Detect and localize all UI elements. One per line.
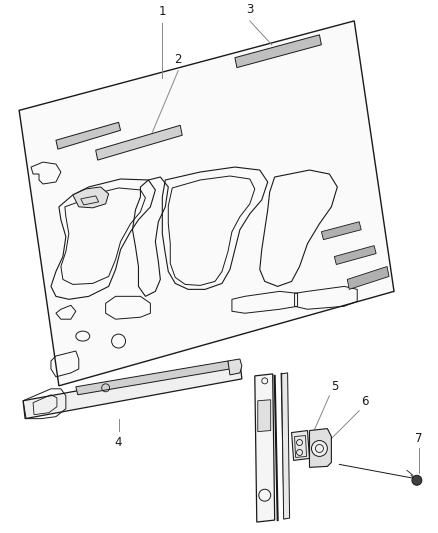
Polygon shape: [334, 246, 376, 264]
Polygon shape: [76, 361, 230, 395]
Circle shape: [412, 475, 422, 485]
Polygon shape: [23, 361, 242, 418]
Polygon shape: [255, 374, 275, 522]
Polygon shape: [95, 125, 182, 160]
Text: 3: 3: [246, 3, 254, 16]
Polygon shape: [258, 400, 271, 432]
Polygon shape: [282, 373, 290, 519]
Polygon shape: [19, 21, 394, 386]
Text: 5: 5: [332, 380, 339, 393]
Polygon shape: [228, 359, 242, 375]
Text: 2: 2: [174, 53, 182, 66]
Polygon shape: [56, 122, 120, 149]
Polygon shape: [347, 266, 389, 289]
Polygon shape: [292, 431, 310, 461]
Text: 6: 6: [361, 395, 369, 408]
Text: 1: 1: [159, 5, 166, 18]
Circle shape: [311, 440, 327, 456]
Polygon shape: [235, 35, 321, 68]
Polygon shape: [73, 187, 109, 208]
Text: 4: 4: [115, 435, 122, 449]
Polygon shape: [321, 222, 361, 240]
Polygon shape: [310, 429, 332, 467]
Text: 7: 7: [415, 432, 423, 446]
